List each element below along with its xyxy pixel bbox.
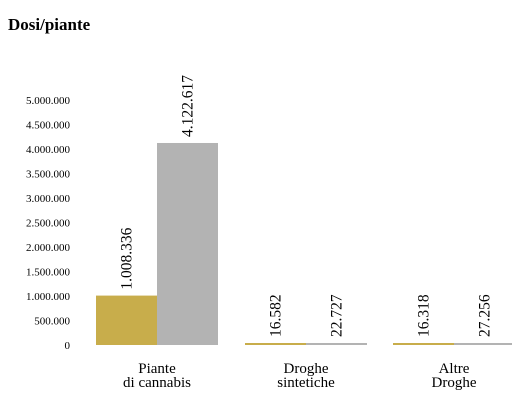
y-tick-label: 2.000.000 <box>26 242 71 254</box>
y-tick-label: 4.000.000 <box>26 144 71 156</box>
data-label: 27.256 <box>477 294 494 337</box>
y-tick-label: 5.000.000 <box>26 95 71 107</box>
bar <box>306 343 367 345</box>
data-label: 4.122.617 <box>180 75 197 137</box>
data-label: 1.008.336 <box>119 227 136 289</box>
x-tick-label: Piante <box>138 361 176 377</box>
bars <box>96 142 512 345</box>
y-tick-label: 500.000 <box>34 316 70 328</box>
data-label: 22.727 <box>329 294 346 337</box>
y-tick-label: 3.000.000 <box>26 193 71 205</box>
bar <box>454 343 512 345</box>
y-tick-label: 4.500.000 <box>26 120 71 132</box>
y-tick-label: 1.000.000 <box>26 291 71 303</box>
x-tick-label: Droghe <box>432 375 477 391</box>
chart-title: Dosi/piante <box>8 15 91 34</box>
y-tick-label: 0 <box>65 340 71 352</box>
bar <box>96 295 157 345</box>
data-label: 16.318 <box>416 294 433 337</box>
y-tick-label: 1.500.000 <box>26 267 71 279</box>
x-tick-label: sintetiche <box>277 375 335 391</box>
data-label: 16.582 <box>268 294 285 337</box>
x-tick-label: Altre <box>439 361 470 377</box>
bar <box>157 142 218 345</box>
x-tick-label: di cannabis <box>123 375 191 391</box>
data-labels: 1.008.336 16.582 16.318 4.122.617 22.727 27.2… <box>119 75 494 337</box>
y-tick-label: 3.500.000 <box>26 169 71 181</box>
x-tick-label: Droghe <box>284 361 329 377</box>
bar <box>393 343 454 345</box>
y-axis: 0 500.000 1.000.000 1.500.000 2.000.000 2.500… <box>26 95 71 352</box>
y-tick-label: 2.500.000 <box>26 218 71 230</box>
bar <box>245 343 306 345</box>
